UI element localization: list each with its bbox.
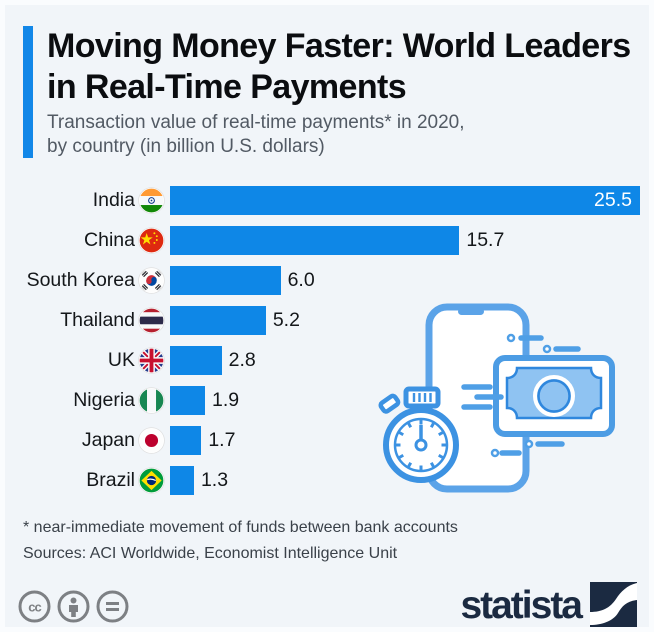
chart-row: Japan 1.7 (5, 426, 649, 455)
value-bar (170, 346, 222, 375)
country-label: China (84, 229, 135, 251)
bar-track: 1.3 (170, 466, 649, 495)
subtitle-line-2: by country (in billion U.S. dollars) (47, 136, 325, 157)
bar-track: 6.0 (170, 266, 649, 295)
country-label: Nigeria (73, 389, 135, 411)
value-bar (170, 386, 206, 415)
statista-wordmark: statista (460, 584, 583, 627)
value-bar (170, 306, 266, 335)
bar-track: 2.8 (170, 346, 649, 375)
stopwatch-icon (378, 386, 459, 483)
value-bar: 25.5 (170, 186, 640, 215)
flag-south-korea-icon (138, 267, 165, 294)
value-label: 5.2 (272, 309, 300, 331)
value-label: 1.7 (208, 429, 236, 451)
country-label: Thailand (60, 309, 135, 331)
value-label: 1.3 (200, 469, 229, 491)
page-subtitle: Transaction value of real-time payments*… (47, 111, 465, 159)
bar-track: 25.5 (170, 186, 649, 215)
value-label: 1.9 (212, 389, 240, 411)
country-label: Brazil (86, 469, 135, 491)
value-bar (170, 426, 202, 455)
bar-track: 1.7 (170, 426, 649, 455)
country-label: UK (107, 349, 135, 371)
value-label: 6.0 (287, 269, 315, 291)
flag-china-icon (138, 227, 165, 254)
payment-illustration (378, 303, 615, 493)
footnote: * near-immediate movement of funds betwe… (23, 519, 458, 536)
no-derivatives-icon[interactable] (96, 590, 129, 623)
page-title: Moving Money Faster: World Leaders in Re… (47, 27, 631, 106)
flag-uk-icon (138, 347, 165, 374)
speed-dots (490, 333, 552, 458)
chart-row: UK 2.8 (5, 346, 649, 375)
flag-japan-icon (138, 427, 165, 454)
chart-row: Thailand 5.2 (5, 306, 649, 335)
subtitle-line-1: Transaction value of real-time payments*… (47, 112, 465, 133)
license-icons: cc (18, 590, 129, 623)
flag-thailand-icon (138, 307, 165, 334)
value-bar (170, 266, 281, 295)
flag-nigeria-icon (138, 387, 165, 414)
country-label: South Korea (26, 269, 135, 291)
flag-india-icon (138, 187, 165, 214)
country-label: Japan (81, 429, 135, 451)
statista-logo[interactable]: statista (460, 582, 637, 627)
sources: Sources: ACI Worldwide, Economist Intell… (23, 545, 398, 562)
bar-chart: India 25.5 China 15.7 South Korea 6.0 Th… (5, 186, 649, 506)
banknote-icon (493, 355, 615, 437)
value-label: 25.5 (594, 189, 632, 211)
country-label: India (92, 189, 135, 211)
value-bar (170, 466, 194, 495)
chart-row: South Korea 6.0 (5, 266, 649, 295)
attribution-icon[interactable] (57, 590, 90, 623)
bar-track: 5.2 (170, 306, 649, 335)
chart-row: Brazil 1.3 (5, 466, 649, 495)
speed-lines (461, 335, 581, 456)
bar-track: 1.9 (170, 386, 649, 415)
value-bar (170, 226, 460, 255)
title-accent-bar (23, 26, 33, 158)
chart-row: India 25.5 (5, 186, 649, 215)
cc-icon[interactable]: cc (18, 590, 51, 623)
value-label: 15.7 (466, 229, 505, 251)
flag-brazil-icon (138, 467, 165, 494)
value-label: 2.8 (228, 349, 256, 371)
svg-text:cc: cc (28, 600, 41, 615)
statista-mark-icon (590, 582, 637, 627)
chart-row: Nigeria 1.9 (5, 386, 649, 415)
bar-track: 15.7 (170, 226, 649, 255)
chart-row: China 15.7 (5, 226, 649, 255)
